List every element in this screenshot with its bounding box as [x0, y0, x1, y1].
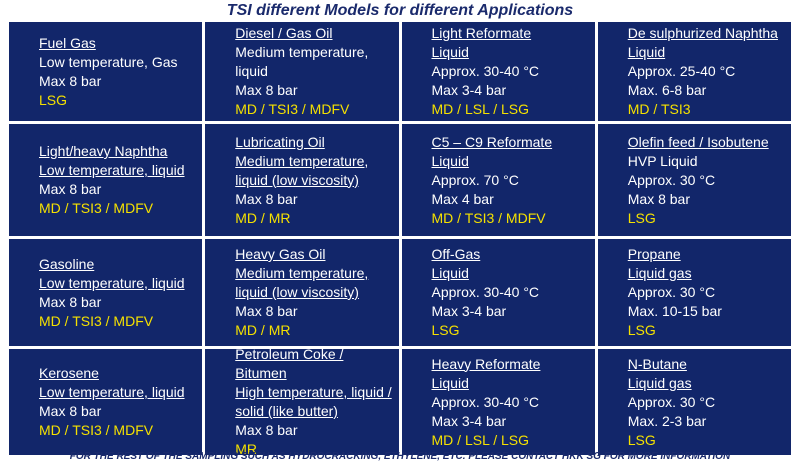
cell-heading: liquid (low viscosity) — [235, 171, 359, 188]
cell-models: MD / TSI3 / MDFV — [235, 101, 350, 117]
cell-heading: Light Reformate — [431, 25, 532, 41]
cell-heading: solid (like butter) — [235, 403, 338, 419]
cell-heading: De sulphurized Naphtha — [627, 25, 778, 41]
cell-detail: Max 8 bar — [235, 303, 298, 319]
cell-heading: High temperature, liquid / — [235, 384, 392, 400]
cell-heading: Gasoline — [39, 255, 95, 272]
table-cell: Gasoline Low temperature, liquid Max 8 bar… — [9, 239, 203, 346]
cell-heading: Low temperature, liquid — [39, 162, 185, 178]
cell-models: MD / LSL / LSG — [431, 101, 530, 117]
table-cell: Lubricating Oil Medium temperature, liquid… — [205, 124, 399, 236]
cell-detail: Max 4 bar — [431, 190, 494, 207]
table-cell: Heavy Reformate Liquid Approx. 30-40 °C Max… — [401, 349, 595, 455]
cell-models: MD / MR — [235, 322, 291, 338]
cell-detail: Approx. 30-40 °C — [431, 284, 540, 300]
cell-models: LSG — [627, 431, 656, 448]
cell-detail: Max 8 bar — [39, 181, 102, 197]
cell-heading: Heavy Gas Oil — [235, 246, 326, 262]
cell-heading: Diesel / Gas Oil — [235, 25, 333, 41]
cell-detail: Max. 2-3 bar — [627, 412, 707, 429]
cell-detail: Max 3-4 bar — [431, 412, 507, 429]
cell-models: MD / TSI3 / MDFV — [39, 200, 154, 216]
cell-models: MD / MR — [235, 209, 291, 226]
cell-detail: Max 8 bar — [235, 422, 298, 438]
cell-heading: Liquid — [431, 374, 469, 391]
cell-detail: Approx. 30 °C — [627, 393, 716, 410]
cell-heading: Propane — [627, 246, 681, 262]
cell-models: LSG — [39, 91, 68, 108]
cell-detail: HVP Liquid — [627, 152, 698, 169]
table-cell: De sulphurized Naphtha Liquid Approx. 25-4… — [597, 22, 791, 121]
cell-heading: Medium temperature, — [235, 152, 369, 169]
table-cell: Propane Liquid gas Approx. 30 °C Max. 10-15… — [597, 239, 791, 346]
cell-heading: Liquid — [627, 44, 666, 60]
cell-detail: Approx. 30 °C — [627, 171, 716, 188]
cell-heading: Light/heavy Naphtha — [39, 143, 168, 159]
cell-heading: Olefin feed / Isobutene — [627, 133, 769, 150]
cell-heading: C5 – C9 Reformate — [431, 133, 553, 150]
table-cell: Diesel / Gas Oil Medium temperature, liqu… — [205, 22, 399, 121]
cell-heading: Liquid — [431, 265, 469, 281]
cell-models: MD / LSL / LSG — [431, 431, 530, 448]
table-cell: Heavy Gas Oil Medium temperature, liquid (… — [205, 239, 399, 346]
table-cell: Off-Gas Liquid Approx. 30-40 °C Max 3-4 bar… — [401, 239, 595, 346]
cell-heading: Medium temperature, — [235, 265, 369, 281]
cell-models: LSG — [431, 322, 460, 338]
cell-detail: Max 3-4 bar — [431, 303, 507, 319]
footer: FOR THE REST OF THE SAMPLING SUCH AS HYD… — [69, 451, 731, 462]
cell-heading: Fuel Gas — [39, 34, 96, 51]
cell-models: MD / TSI3 / MDFV — [431, 209, 546, 226]
cell-detail: Approx. 30-40 °C — [431, 393, 540, 410]
cell-detail: Max. 6-8 bar — [627, 82, 707, 98]
cell-heading: Petroleum Coke / Bitumen — [235, 346, 344, 381]
cell-heading: Liquid — [431, 152, 469, 169]
cell-heading: Liquid gas — [627, 374, 692, 391]
table-cell: C5 – C9 Reformate Liquid Approx. 70 °C Max … — [401, 124, 595, 236]
cell-detail: Max 8 bar — [235, 190, 298, 207]
table-cell: Petroleum Coke / Bitumen High temperature… — [205, 346, 399, 457]
cell-heading: Low temperature, liquid — [39, 274, 185, 291]
cell-models: MD / TSI3 / MDFV — [39, 312, 154, 329]
cell-heading: liquid (low viscosity) — [235, 284, 359, 300]
cell-detail: Max 8 bar — [39, 293, 102, 310]
cell-detail: Approx. 25-40 °C — [627, 63, 736, 79]
cell-heading: Heavy Reformate — [431, 355, 541, 372]
cell-detail: Low temperature, Gas — [39, 53, 178, 70]
table-cell: N-Butane Liquid gas Approx. 30 °C Max. 2-3 … — [597, 349, 791, 455]
table-cell: Olefin feed / Isobutene HVP Liquid Approx.… — [597, 124, 791, 236]
cell-detail: Max. 10-15 bar — [627, 303, 722, 319]
cell-heading: Kerosene — [39, 365, 99, 381]
table-cell: Fuel Gas Low temperature, Gas Max 8 bar LSG — [9, 22, 203, 121]
cell-detail: Max 8 bar — [235, 82, 298, 98]
cell-detail: Approx. 30 °C — [627, 284, 716, 300]
cell-detail: Medium temperature, liquid — [235, 44, 369, 79]
table-cell: Light Reformate Liquid Approx. 30-40 °C Max… — [401, 22, 595, 121]
cell-models: LSG — [627, 209, 656, 226]
cell-models: MD / TSI3 / MDFV — [39, 422, 154, 438]
cell-detail: Max 8 bar — [39, 403, 102, 419]
cell-models: LSG — [627, 322, 656, 338]
cell-heading: Lubricating Oil — [235, 133, 325, 150]
cell-heading: Off-Gas — [431, 246, 481, 262]
cell-models: MD / TSI3 — [627, 101, 691, 117]
cell-detail: Approx. 70 °C — [431, 171, 519, 188]
table: Fuel Gas Low temperature, Gas Max 8 bar LSG… — [9, 22, 791, 457]
cell-heading: Low temperature, liquid — [39, 384, 185, 400]
cell-detail: Max 3-4 bar — [431, 82, 507, 98]
cell-heading: Liquid gas — [627, 265, 692, 281]
cell-heading: Liquid — [431, 44, 469, 60]
table-cell: Kerosene Low temperature, liquid Max 8 bar… — [9, 349, 203, 455]
cell-heading: N-Butane — [627, 355, 687, 372]
cell-detail: Max 8 bar — [39, 72, 102, 89]
table-cell: Light/heavy Naphtha Low temperature, liqu… — [9, 124, 203, 236]
title: TSI different Models for different Appli… — [226, 2, 574, 19]
cell-models: MR — [235, 441, 258, 457]
cell-detail: Max 8 bar — [627, 190, 690, 207]
cell-detail: Approx. 30-40 °C — [431, 63, 540, 79]
